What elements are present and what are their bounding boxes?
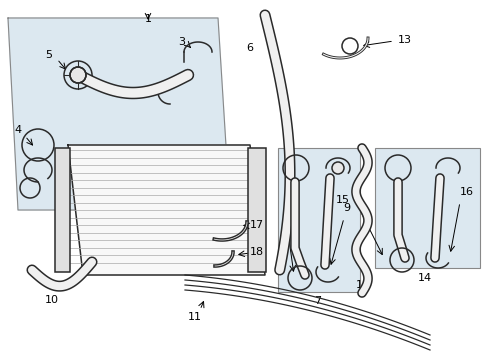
Circle shape (331, 162, 343, 174)
Text: 11: 11 (187, 312, 202, 322)
Text: 8: 8 (282, 207, 288, 217)
Bar (55, 148, 70, 272)
Text: 15: 15 (335, 195, 349, 205)
Text: 10: 10 (45, 295, 59, 305)
Bar (247, 148, 265, 272)
Bar (374, 148, 479, 268)
Text: 7: 7 (314, 296, 321, 306)
Text: 5: 5 (45, 50, 52, 60)
Text: 2: 2 (138, 90, 145, 100)
Text: 13: 13 (397, 35, 411, 45)
Bar (278, 148, 359, 292)
Text: 4: 4 (15, 125, 21, 135)
Polygon shape (8, 18, 229, 210)
Text: 9: 9 (342, 203, 349, 213)
Polygon shape (68, 145, 264, 275)
Text: 14: 14 (417, 273, 431, 283)
Text: 12: 12 (355, 280, 369, 290)
Text: 3: 3 (178, 37, 184, 47)
Circle shape (70, 67, 86, 83)
Text: 6: 6 (246, 43, 253, 53)
Text: 16: 16 (459, 187, 473, 197)
Text: 17: 17 (249, 220, 264, 230)
Text: 1: 1 (144, 14, 151, 24)
Text: 18: 18 (249, 247, 264, 257)
